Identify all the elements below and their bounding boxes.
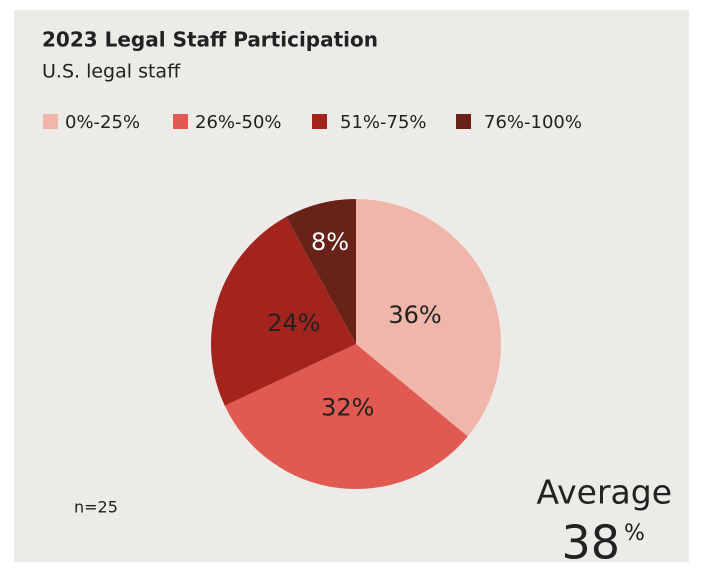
average-value: 38 [561, 516, 620, 570]
note: n=25 [74, 498, 118, 517]
slice-label: 8% [311, 228, 349, 256]
legend-label: 76%-100% [484, 112, 582, 133]
slice-label: 24% [267, 309, 320, 337]
legend-label: 51%-75% [340, 112, 427, 133]
slice-label: 36% [388, 301, 441, 329]
slice-label: 32% [321, 394, 374, 422]
pie-slice [211, 216, 356, 406]
average-unit: % [624, 521, 645, 546]
legend-label: 0%-25% [65, 112, 140, 133]
legend-label: 26%-50% [195, 112, 282, 133]
pie-slice [286, 199, 356, 344]
legend-swatch [312, 114, 327, 129]
pie-slice [224, 344, 468, 489]
average-label: Average [536, 473, 672, 512]
legend-swatch [43, 114, 58, 129]
pie-slice [356, 199, 501, 437]
legend-swatch [173, 114, 188, 129]
legend-swatch [456, 114, 471, 129]
chart-subtitle: U.S. legal staff [42, 61, 181, 83]
chart-title: 2023 Legal Staff Participation [42, 28, 378, 52]
